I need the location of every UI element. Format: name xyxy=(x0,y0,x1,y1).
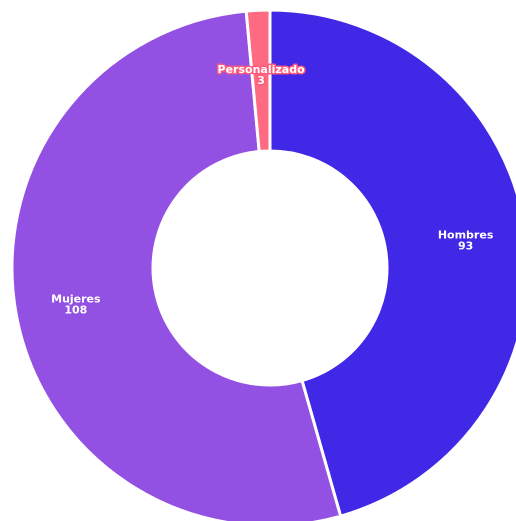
slice-personalizado[interactable] xyxy=(244,8,272,154)
slice-value-hombres: 93 xyxy=(458,240,473,253)
slice-label-personalizado: Personalizado xyxy=(218,63,306,76)
slice-hombres[interactable] xyxy=(268,8,516,519)
slice-value-mujeres: 108 xyxy=(64,303,87,316)
slice-mujeres[interactable] xyxy=(10,9,343,521)
slice-value-personalizado: 3 xyxy=(257,74,265,87)
slice-label-mujeres: Mujeres xyxy=(51,292,101,305)
donut-slices xyxy=(10,8,516,521)
slice-label-hombres: Hombres xyxy=(438,229,494,242)
